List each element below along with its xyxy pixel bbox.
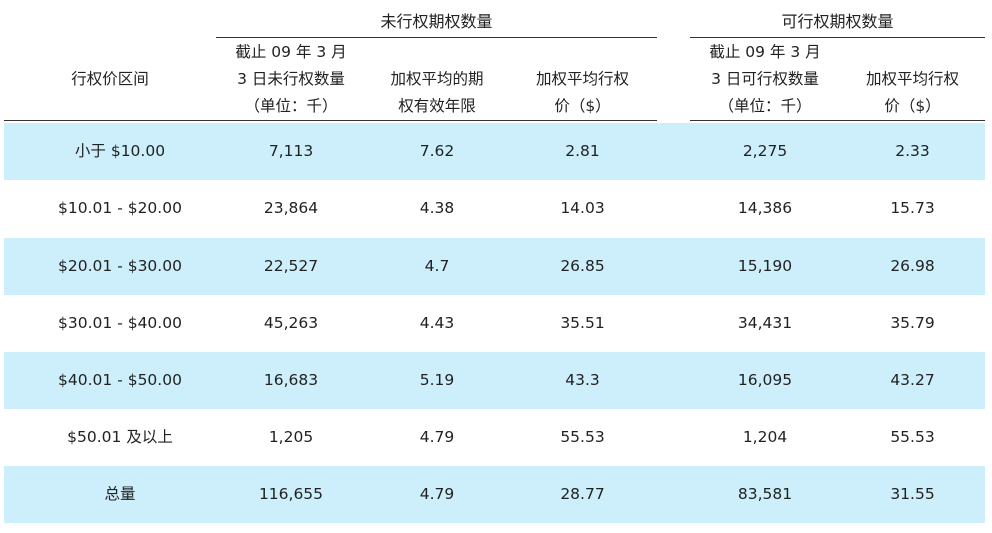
- cell-ex-price: 26.98: [890, 257, 935, 275]
- group-title-exercisable: 可行权期权数量: [781, 12, 894, 31]
- cell-price: 2.81: [565, 142, 600, 160]
- column-header-outstanding-line-2: 3 日未行权数量: [237, 69, 345, 88]
- column-header-outstanding: 截止 09 年 3 月 3 日未行权数量 （单位：千）: [216, 38, 366, 120]
- cell-ex-price: 15.73: [890, 199, 935, 217]
- cell-range: $40.01 - $50.00: [58, 371, 182, 389]
- cell-exercisable: 15,190: [737, 257, 793, 275]
- cell-range: $50.01 及以上: [67, 428, 173, 446]
- cell-range: 小于 $10.00: [74, 142, 166, 160]
- column-header-life: 加权平均的期 权有效年限: [366, 38, 508, 120]
- cell-life: 5.19: [419, 371, 455, 389]
- cell-ex-price: 43.27: [890, 371, 935, 389]
- header-rule-left: [4, 120, 657, 121]
- cell-price: 28.77: [560, 485, 605, 503]
- cell-outstanding: 1,205: [268, 428, 314, 446]
- column-header-range-text: 行权价区间: [71, 69, 149, 88]
- cell-life: 4.43: [419, 314, 455, 332]
- table-row: $10.01 - $20.00 23,864 4.38 14.03 14,386…: [4, 180, 985, 237]
- column-header-exercisable-line-2: 3 日可行权数量: [711, 69, 819, 88]
- column-header-life-line-2: 权有效年限: [398, 97, 476, 115]
- cell-ex-price: 55.53: [890, 428, 935, 446]
- column-header-life-line-1: 加权平均的期: [390, 70, 484, 88]
- cell-range: 总量: [104, 485, 136, 503]
- cell-exercisable: 1,204: [742, 428, 788, 446]
- cell-outstanding: 45,263: [263, 314, 319, 332]
- cell-exercisable: 14,386: [737, 199, 793, 217]
- cell-outstanding: 23,864: [263, 199, 319, 217]
- table-row: $20.01 - $30.00 22,527 4.7 26.85 15,190 …: [4, 238, 985, 295]
- group-title-unexercised: 未行权期权数量: [380, 12, 493, 31]
- cell-ex-price: 31.55: [890, 485, 935, 503]
- cell-life: 7.62: [419, 142, 455, 160]
- table-row: $40.01 - $50.00 16,683 5.19 43.3 16,095 …: [4, 352, 985, 409]
- cell-outstanding: 22,527: [263, 257, 319, 275]
- table-row: $50.01 及以上 1,205 4.79 55.53 1,204 55.53: [4, 409, 985, 466]
- table-row-total: 总量 116,655 4.79 28.77 83,581 31.55: [4, 466, 985, 523]
- table-row: 小于 $10.00 7,113 7.62 2.81 2,275 2.33: [4, 123, 985, 180]
- cell-life: 4.79: [419, 428, 455, 446]
- cell-exercisable: 2,275: [742, 142, 788, 160]
- column-header-exercisable-line-1: 截止 09 年 3 月: [709, 42, 821, 61]
- cell-price: 26.85: [560, 257, 605, 275]
- group-rule-exercisable: [690, 37, 985, 38]
- column-header-range: 行权价区间: [4, 38, 216, 120]
- column-header-price-line-1: 加权平均行权: [535, 70, 629, 88]
- cell-range: $10.01 - $20.00: [58, 199, 182, 217]
- column-header-ex-price: 加权平均行权 价（$）: [840, 38, 985, 120]
- column-header-outstanding-line-1: 截止 09 年 3 月: [235, 42, 347, 61]
- column-header-exercisable-line-3: （单位：千）: [718, 96, 812, 115]
- cell-ex-price: 2.33: [895, 142, 930, 160]
- cell-exercisable: 16,095: [737, 371, 793, 389]
- cell-price: 43.3: [565, 371, 600, 389]
- column-header-exercisable: 截止 09 年 3 月 3 日可行权数量 （单位：千）: [690, 38, 840, 120]
- cell-price: 35.51: [560, 314, 605, 332]
- cell-price: 14.03: [560, 199, 605, 217]
- cell-exercisable: 83,581: [737, 485, 793, 503]
- cell-outstanding: 7,113: [268, 142, 314, 160]
- column-header-outstanding-line-3: （单位：千）: [244, 96, 338, 115]
- column-header-price-line-2: 价（$）: [554, 97, 611, 115]
- cell-range: $20.01 - $30.00: [58, 257, 182, 275]
- header-rule-right: [690, 120, 985, 121]
- cell-ex-price: 35.79: [890, 314, 935, 332]
- column-header-price: 加权平均行权 价（$）: [508, 38, 657, 120]
- table-row: $30.01 - $40.00 45,263 4.43 35.51 34,431…: [4, 295, 985, 352]
- group-rule-unexercised: [216, 37, 657, 38]
- cell-range: $30.01 - $40.00: [58, 314, 182, 332]
- cell-outstanding: 16,683: [263, 371, 319, 389]
- cell-life: 4.79: [419, 485, 455, 503]
- cell-exercisable: 34,431: [737, 314, 793, 332]
- cell-price: 55.53: [560, 428, 605, 446]
- column-header-ex-price-line-2: 价（$）: [884, 97, 941, 115]
- cell-life: 4.7: [424, 257, 450, 275]
- cell-life: 4.38: [419, 199, 455, 217]
- cell-outstanding: 116,655: [258, 485, 324, 503]
- column-header-ex-price-line-1: 加权平均行权: [865, 70, 959, 88]
